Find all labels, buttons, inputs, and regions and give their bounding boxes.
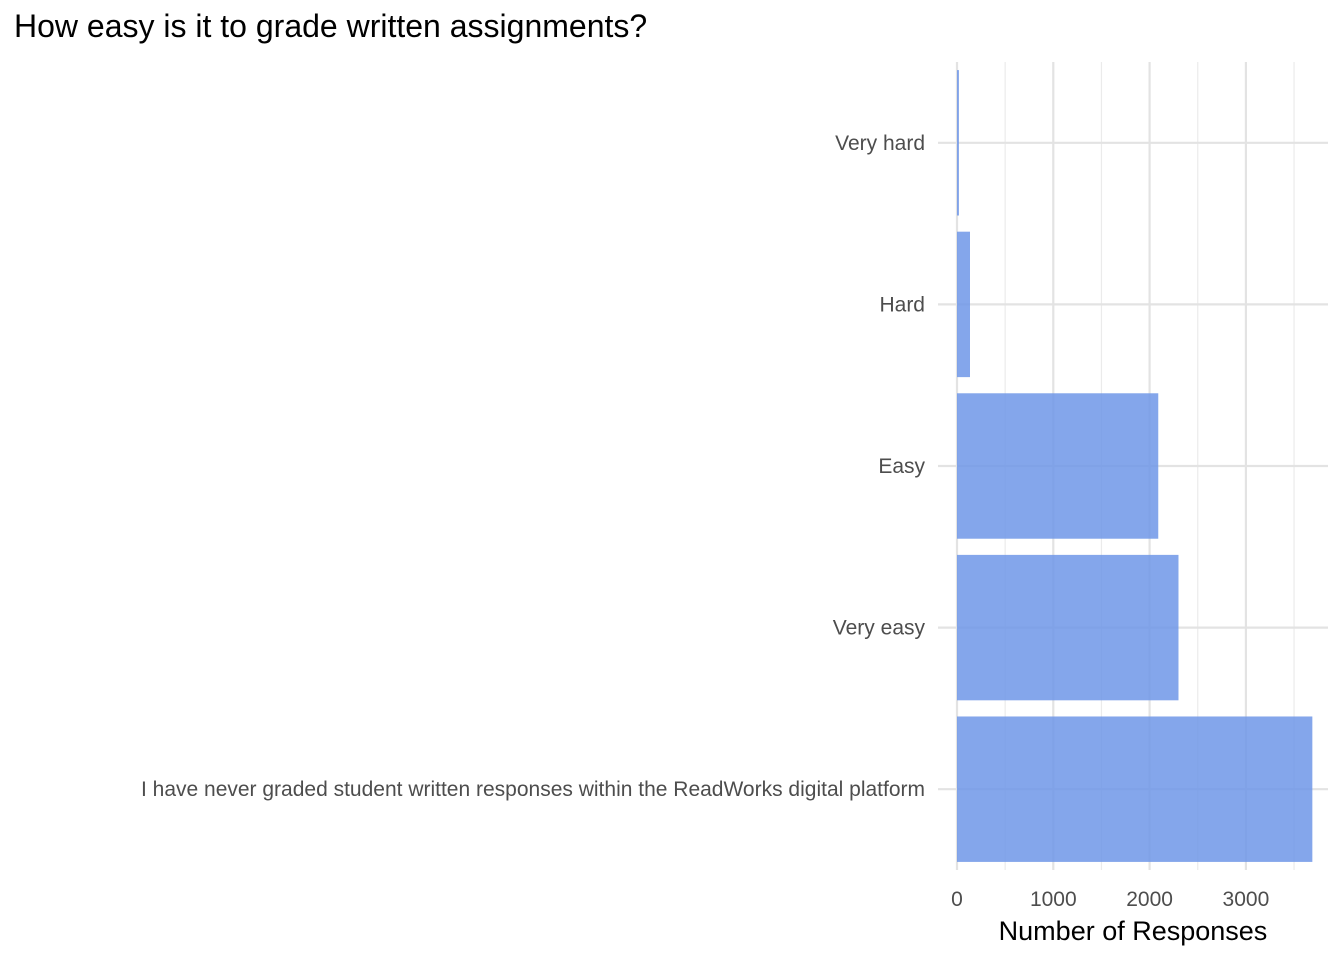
bar (957, 554, 1179, 701)
x-axis-title: Number of Responses (999, 916, 1268, 946)
bar (957, 716, 1313, 862)
x-tick-label: 2000 (1126, 888, 1173, 911)
chart-title: How easy is it to grade written assignme… (14, 8, 648, 44)
x-tick-label: 0 (951, 888, 963, 911)
bar (957, 231, 971, 378)
x-tick-labels: 0 1000 2000 3000 (951, 888, 1269, 911)
category-label: I have never graded student written resp… (141, 778, 925, 801)
category-label: Easy (878, 455, 925, 478)
category-label: Very easy (833, 617, 926, 640)
x-tick-label: 1000 (1030, 888, 1077, 911)
bar (957, 70, 959, 216)
bar (957, 393, 1159, 539)
x-tick-label: 3000 (1223, 888, 1270, 911)
category-label: Hard (879, 293, 925, 316)
bars (957, 70, 1313, 862)
category-label: Very hard (835, 132, 925, 155)
category-labels: Very hard Hard Easy Very easy I have never g… (141, 132, 926, 801)
